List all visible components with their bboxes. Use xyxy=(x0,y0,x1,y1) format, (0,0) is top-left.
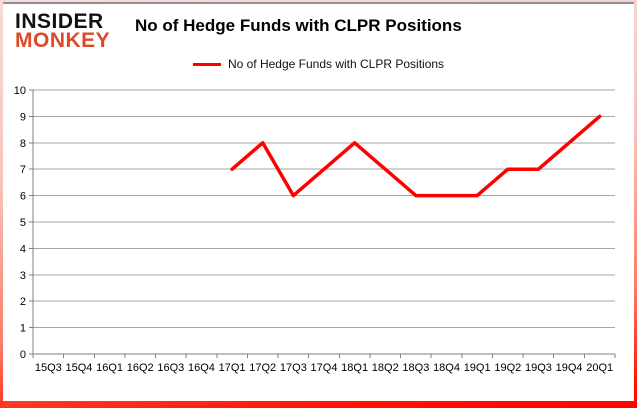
logo-text-monkey: MONKEY xyxy=(15,29,111,52)
svg-text:18Q3: 18Q3 xyxy=(402,362,429,374)
svg-text:17Q4: 17Q4 xyxy=(311,362,338,374)
logo-text-insider: INSIDER xyxy=(15,10,104,33)
svg-text:6: 6 xyxy=(20,191,26,203)
svg-text:16Q1: 16Q1 xyxy=(96,362,123,374)
svg-text:15Q3: 15Q3 xyxy=(35,362,62,374)
svg-text:18Q1: 18Q1 xyxy=(341,362,368,374)
svg-text:16Q4: 16Q4 xyxy=(188,362,215,374)
svg-text:3: 3 xyxy=(20,270,26,282)
svg-text:7: 7 xyxy=(20,164,26,176)
svg-text:18Q2: 18Q2 xyxy=(372,362,399,374)
svg-text:2: 2 xyxy=(20,296,26,308)
svg-text:19Q4: 19Q4 xyxy=(556,362,583,374)
svg-text:19Q1: 19Q1 xyxy=(464,362,491,374)
svg-text:18Q4: 18Q4 xyxy=(433,362,460,374)
svg-text:17Q2: 17Q2 xyxy=(249,362,276,374)
chart-legend: No of Hedge Funds with CLPR Positions xyxy=(3,54,634,74)
svg-text:5: 5 xyxy=(20,217,26,229)
header: INSIDER MONKEY No of Hedge Funds with CL… xyxy=(3,4,634,54)
chart-title: No of Hedge Funds with CLPR Positions xyxy=(135,16,462,35)
svg-text:17Q1: 17Q1 xyxy=(219,362,246,374)
line-chart-plot: 0 1 2 3 4 5 6 7 8 9 10 15Q3 15Q4 16Q1 16Q2 16Q3 16Q4 17Q1… xyxy=(14,85,616,374)
svg-text:16Q3: 16Q3 xyxy=(157,362,184,374)
legend-label: No of Hedge Funds with CLPR Positions xyxy=(227,57,445,71)
svg-text:17Q3: 17Q3 xyxy=(280,362,307,374)
svg-text:10: 10 xyxy=(14,85,26,97)
svg-text:0: 0 xyxy=(20,349,26,361)
svg-text:9: 9 xyxy=(20,111,26,123)
svg-text:4: 4 xyxy=(20,243,26,255)
svg-text:15Q4: 15Q4 xyxy=(65,362,92,374)
svg-text:16Q2: 16Q2 xyxy=(127,362,154,374)
svg-text:8: 8 xyxy=(20,138,26,150)
svg-text:1: 1 xyxy=(20,323,26,335)
svg-text:19Q2: 19Q2 xyxy=(494,362,521,374)
insider-monkey-logo: INSIDER MONKEY xyxy=(15,10,111,52)
svg-text:19Q3: 19Q3 xyxy=(525,362,552,374)
svg-text:20Q1: 20Q1 xyxy=(586,362,613,374)
chart-canvas: INSIDER MONKEY No of Hedge Funds with CL… xyxy=(3,2,634,401)
chart-area: 0 1 2 3 4 5 6 7 8 9 10 15Q3 15Q4 16Q1 16Q2 16Q3 16Q4 17Q1… xyxy=(3,78,634,394)
legend-line-swatch xyxy=(192,62,221,66)
